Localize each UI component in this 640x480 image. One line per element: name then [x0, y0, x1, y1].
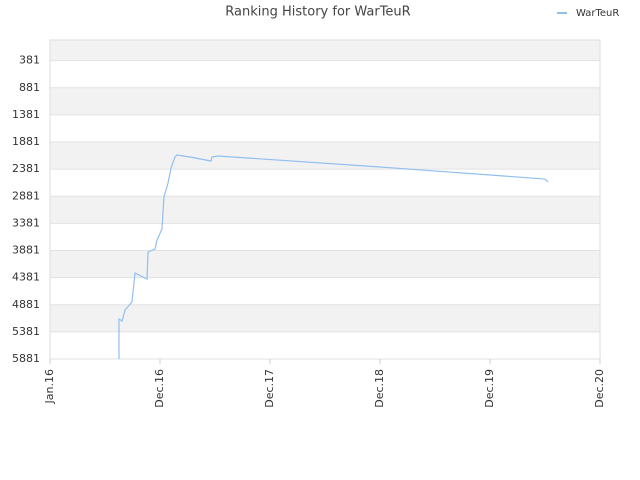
- grid-band: [50, 304, 600, 332]
- grid-band: [50, 196, 600, 224]
- y-tick-label: 881: [19, 81, 40, 94]
- y-tick-label: 1381: [12, 108, 40, 121]
- y-tick-label: 3881: [12, 244, 40, 257]
- grid-band: [50, 40, 600, 61]
- x-tick-label: Dec.16: [153, 369, 166, 408]
- x-tick-label: Jan.16: [43, 369, 56, 404]
- y-tick-label: 2881: [12, 189, 40, 202]
- y-tick-label: 2381: [12, 162, 40, 175]
- line: [118, 154, 549, 359]
- grid-band: [50, 250, 600, 278]
- y-tick-label: 381: [19, 54, 40, 67]
- y-tick-label: 5381: [12, 325, 40, 338]
- chart-title: Ranking History for WarTeuR: [225, 5, 410, 20]
- legend-label: WarTeuR: [576, 8, 619, 19]
- x-tick-label: Dec.19: [483, 369, 496, 408]
- y-tick-label: 4381: [12, 271, 40, 284]
- x-tick-label: Dec.18: [373, 369, 386, 408]
- y-tick-label: 5881: [12, 352, 40, 365]
- y-tick-label: 4881: [12, 298, 40, 311]
- x-tick-label: Dec.17: [263, 369, 276, 408]
- grid-band: [50, 87, 600, 115]
- x-tick-label: Dec.20: [593, 369, 606, 408]
- grid-band: [50, 142, 600, 170]
- y-tick-label: 1881: [12, 135, 40, 148]
- y-tick-label: 3381: [12, 216, 40, 229]
